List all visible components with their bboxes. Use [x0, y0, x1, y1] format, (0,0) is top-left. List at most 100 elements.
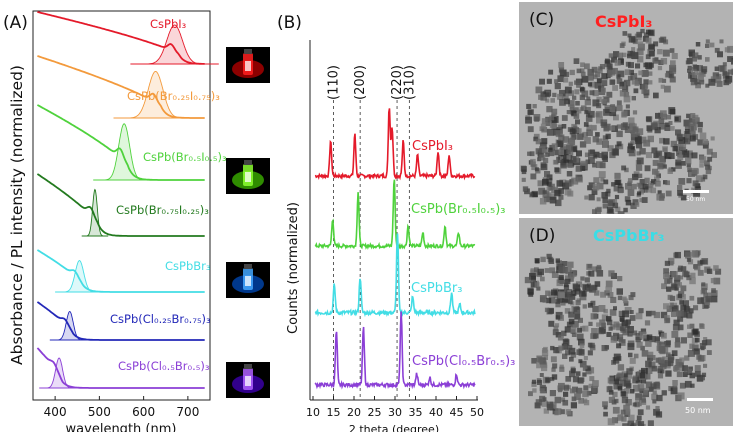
nanocube	[616, 130, 623, 138]
nanocube	[655, 336, 660, 342]
nanocube	[656, 341, 662, 346]
nanocube	[669, 76, 676, 83]
sample-label: CsPb(Cl₀.₂₅Br₀.₇₅)₃	[110, 312, 211, 326]
nanocube	[558, 194, 564, 200]
nanocube	[592, 209, 597, 214]
nanocube	[650, 383, 657, 390]
nanocube	[544, 196, 550, 203]
xrd-sample-label: CsPb(Cl₀.₅Br₀.₅)₃	[412, 354, 515, 369]
nanocube	[699, 323, 705, 329]
nanocube	[601, 314, 609, 321]
nanocube	[629, 389, 635, 394]
nanocube	[640, 28, 645, 34]
nanocube	[687, 332, 693, 338]
tem-micrograph-cspbi3	[519, 2, 733, 214]
nanocube	[684, 355, 690, 361]
nanocube	[580, 71, 586, 77]
nanocube	[582, 372, 587, 377]
nanocube	[630, 73, 638, 80]
nanocube-cluster	[524, 253, 580, 308]
nanocube	[714, 47, 720, 53]
nanocube	[571, 146, 577, 153]
nanocube	[592, 162, 597, 168]
nanocube	[595, 132, 600, 137]
nanocube	[608, 390, 614, 395]
nanocube	[624, 69, 631, 76]
nanocube	[670, 140, 678, 148]
nanocube	[534, 282, 540, 288]
pl-peak	[49, 311, 90, 341]
nanocube	[611, 79, 616, 84]
nanocube	[653, 311, 660, 319]
nanocube	[627, 33, 632, 38]
nanocube	[556, 260, 562, 267]
nanocube	[628, 352, 633, 358]
nanocube	[688, 119, 696, 126]
nanocube	[641, 367, 648, 375]
nanocube	[579, 86, 585, 91]
nanocube	[681, 161, 686, 166]
nanocube	[639, 179, 645, 185]
nanocube	[658, 77, 664, 83]
nanocube	[620, 391, 626, 397]
nanocube	[552, 159, 558, 165]
nanocube	[601, 192, 608, 199]
nanocube	[589, 81, 596, 88]
nanocube	[617, 70, 625, 78]
nanocube	[539, 198, 547, 205]
nanocube	[616, 288, 623, 295]
nanocube	[634, 137, 642, 145]
nanocube	[541, 349, 549, 356]
nanocube	[653, 382, 661, 390]
nanocube	[680, 194, 687, 201]
nanocube	[671, 284, 678, 291]
nanocube	[658, 357, 665, 364]
nanocube	[582, 304, 587, 309]
nanocube	[678, 265, 683, 271]
nanocube	[546, 174, 553, 181]
nanocube	[630, 141, 635, 146]
nanocube	[613, 199, 618, 203]
nanocube	[686, 113, 691, 119]
nanocube	[675, 159, 682, 166]
nanocube	[656, 394, 663, 402]
nanocube	[665, 180, 670, 186]
nanocube	[562, 399, 569, 406]
nanocube	[664, 278, 671, 285]
nanocube-cluster	[610, 302, 712, 402]
nanocube	[637, 191, 642, 196]
nanocube	[608, 326, 613, 331]
nanocube	[690, 124, 697, 131]
nanocube	[711, 290, 718, 297]
nanocube	[581, 90, 589, 98]
nanocube	[545, 297, 552, 304]
nanocube	[699, 343, 706, 350]
nanocube	[617, 183, 623, 189]
nanocube	[597, 68, 603, 74]
nanocube	[564, 279, 569, 285]
nanocube-cluster	[528, 343, 599, 417]
nanocube	[538, 187, 546, 195]
nanocube	[570, 326, 577, 333]
nanocube	[533, 133, 540, 140]
nanocube	[666, 286, 672, 292]
nanocube	[625, 183, 632, 190]
nanocube	[637, 421, 645, 426]
nanocube	[573, 113, 580, 119]
nanocube	[594, 281, 601, 287]
nanocube	[541, 126, 548, 133]
nanocube	[655, 406, 660, 411]
nanocube	[649, 51, 655, 57]
nanocube	[697, 297, 704, 305]
nanocube	[530, 268, 536, 273]
nanocube	[569, 273, 575, 279]
nanocube	[653, 41, 659, 47]
xrd-pattern	[314, 311, 476, 390]
nanocube	[699, 156, 707, 164]
nanocube	[607, 418, 615, 426]
nanocube	[530, 173, 537, 180]
nanocube	[573, 58, 580, 64]
nanocube	[591, 388, 596, 393]
nanocube	[646, 334, 653, 340]
nanocube	[653, 92, 659, 99]
